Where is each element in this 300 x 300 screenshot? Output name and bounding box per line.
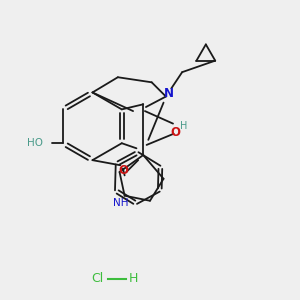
Text: NH: NH <box>113 198 128 208</box>
Text: HO: HO <box>27 138 43 148</box>
Text: H: H <box>180 121 187 131</box>
Text: O: O <box>118 164 128 177</box>
Text: H: H <box>128 272 138 285</box>
Text: Cl: Cl <box>92 272 104 285</box>
Text: N: N <box>164 87 174 100</box>
Text: O: O <box>170 126 180 139</box>
